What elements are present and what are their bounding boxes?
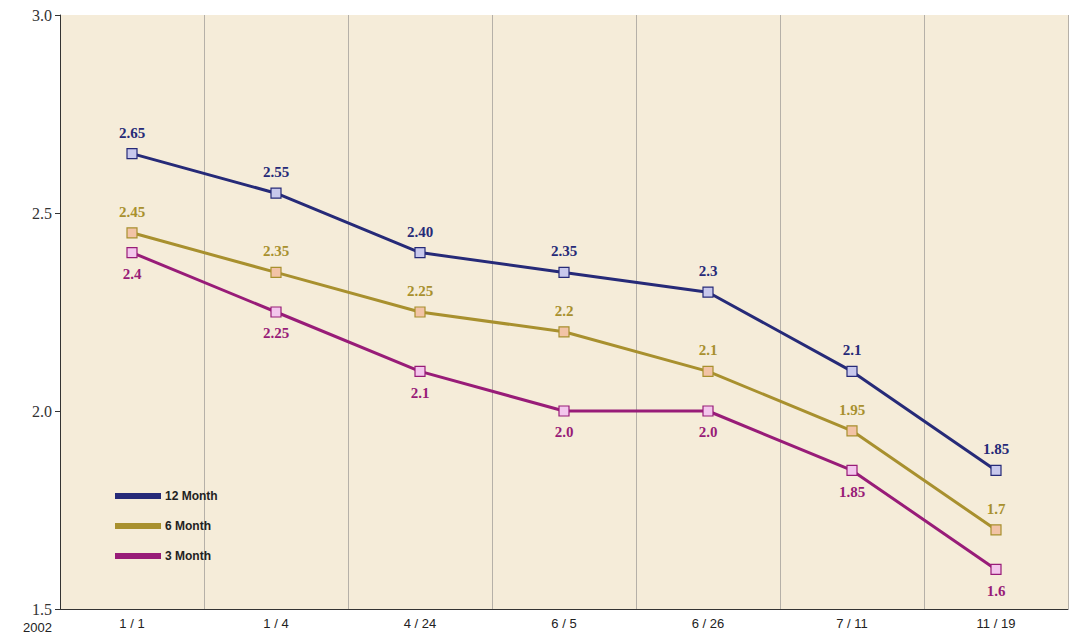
svg-text:1 / 1: 1 / 1 [119,616,144,631]
svg-text:2.25: 2.25 [407,283,433,299]
svg-text:2.1: 2.1 [699,342,718,358]
svg-text:2.35: 2.35 [263,243,289,259]
svg-text:3.0: 3.0 [32,7,52,24]
svg-text:2.55: 2.55 [263,164,289,180]
svg-text:2.1: 2.1 [411,385,430,401]
svg-text:1.85: 1.85 [983,441,1009,457]
svg-text:6 / 26: 6 / 26 [692,616,725,631]
svg-text:1.95: 1.95 [839,402,865,418]
svg-text:2.40: 2.40 [407,224,433,240]
svg-text:7 / 11: 7 / 11 [836,616,868,631]
svg-text:1.85: 1.85 [839,484,865,500]
svg-text:11 / 19: 11 / 19 [977,616,1016,631]
svg-text:3 Month: 3 Month [165,549,211,563]
svg-text:1 / 4: 1 / 4 [263,616,288,631]
svg-text:12 Month: 12 Month [165,489,218,503]
svg-text:2.2: 2.2 [555,303,574,319]
svg-text:1.6: 1.6 [987,583,1006,599]
svg-text:4 / 24: 4 / 24 [404,616,437,631]
svg-text:2.1: 2.1 [843,342,862,358]
svg-text:1.7: 1.7 [987,501,1006,517]
svg-text:2.45: 2.45 [119,204,145,220]
svg-text:2.0: 2.0 [699,424,718,440]
svg-text:2.35: 2.35 [551,243,577,259]
svg-text:2.3: 2.3 [699,263,718,279]
svg-text:2.65: 2.65 [119,125,145,141]
svg-text:6 Month: 6 Month [165,519,211,533]
svg-text:1.5: 1.5 [32,601,52,618]
svg-text:2.0: 2.0 [32,403,52,420]
svg-text:2.5: 2.5 [32,205,52,222]
svg-text:2.0: 2.0 [555,424,574,440]
svg-text:6 / 5: 6 / 5 [551,616,576,631]
svg-text:2.25: 2.25 [263,325,289,341]
svg-text:2.4: 2.4 [123,266,142,282]
svg-text:2002: 2002 [23,620,52,635]
